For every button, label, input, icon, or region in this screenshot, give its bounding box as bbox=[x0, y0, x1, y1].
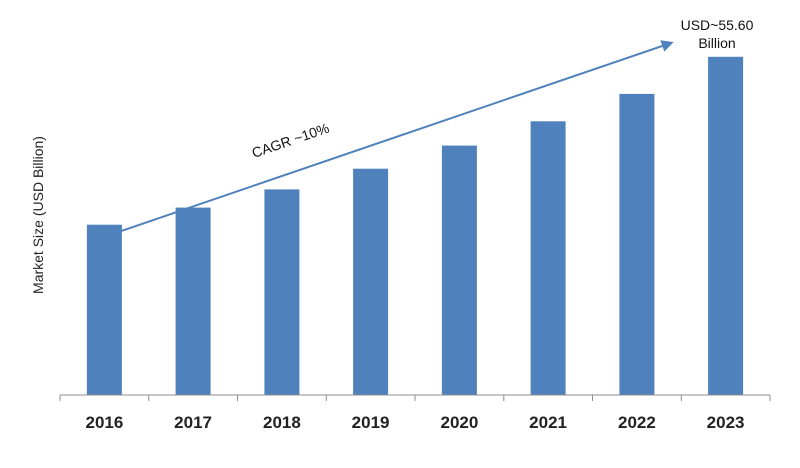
x-tick-label-2017: 2017 bbox=[174, 413, 212, 432]
bar-2019 bbox=[353, 168, 389, 395]
end-value-annotation-line2: Billion bbox=[698, 35, 735, 51]
y-axis-label: Market Size (USD Billion) bbox=[30, 136, 46, 294]
bar-2023 bbox=[708, 56, 744, 396]
x-tick-label-2021: 2021 bbox=[529, 413, 567, 432]
x-tick-labels-group: 2016 2017 2018 2019 2020 2021 2022 2023 bbox=[85, 413, 744, 432]
bar-2016 bbox=[86, 224, 122, 395]
x-tick-label-2018: 2018 bbox=[263, 413, 301, 432]
bar-2017 bbox=[175, 207, 211, 395]
x-tick-label-2022: 2022 bbox=[618, 413, 656, 432]
bar-2021 bbox=[530, 121, 566, 396]
bar-2022 bbox=[619, 93, 655, 396]
bar-2020 bbox=[441, 145, 477, 395]
x-tick-label-2019: 2019 bbox=[352, 413, 390, 432]
x-ticks-group bbox=[59, 395, 771, 401]
bars-group bbox=[86, 56, 744, 396]
x-tick-label-2020: 2020 bbox=[440, 413, 478, 432]
end-value-annotation-line1: USD~55.60 bbox=[681, 17, 754, 33]
cagr-annotation: CAGR ~10% bbox=[250, 120, 331, 161]
bar-2018 bbox=[264, 189, 300, 395]
x-tick-label-2016: 2016 bbox=[85, 413, 123, 432]
x-tick-label-2023: 2023 bbox=[707, 413, 745, 432]
trend-arrow-head bbox=[660, 40, 674, 52]
trend-arrow-line bbox=[91, 43, 669, 242]
